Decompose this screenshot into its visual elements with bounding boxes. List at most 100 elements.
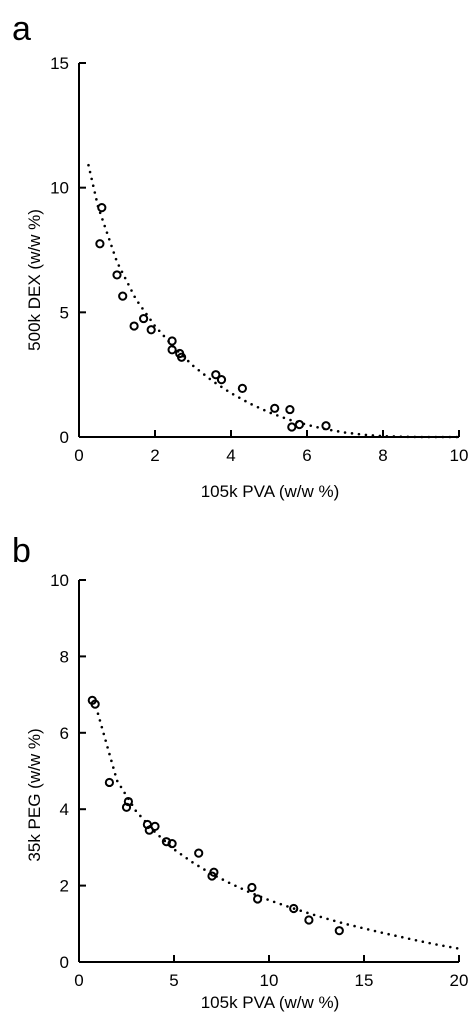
fit-dot [420, 435, 424, 439]
fit-dot [203, 868, 206, 871]
y-tick-label: 15 [50, 54, 69, 73]
fit-dot [366, 928, 370, 931]
fit-dot [162, 334, 166, 338]
x-tick-label: 10 [450, 446, 469, 465]
fit-dot [240, 887, 244, 890]
fit-dot [98, 719, 102, 722]
fit-dot [385, 434, 389, 438]
fit-dot [282, 416, 286, 420]
x-tick-label: 15 [355, 971, 374, 990]
y-tick-label: 0 [60, 428, 69, 447]
fit-dot [373, 929, 377, 933]
fit-dot [256, 405, 260, 409]
data-point [123, 796, 133, 807]
fit-dot [91, 184, 95, 187]
fit-dot [197, 368, 201, 372]
fit-dot [101, 218, 104, 221]
data-point [216, 375, 227, 385]
fit-dot [434, 435, 438, 439]
x-tick-label: 4 [226, 446, 235, 465]
fit-dot [100, 725, 104, 729]
data-point [150, 821, 160, 831]
fit-dot [413, 435, 417, 439]
x-tick-label: 5 [169, 971, 178, 990]
data-point [104, 777, 115, 788]
fit-dot [400, 935, 404, 939]
fit-dot [346, 923, 350, 926]
fit-dot [112, 251, 116, 254]
fit-dot [421, 940, 425, 944]
fit-dot [441, 435, 445, 439]
panel-b-ylabel: 35k PEG (w/w %) [25, 728, 44, 861]
fit-dot [119, 785, 123, 789]
fit-dot [221, 878, 225, 881]
fit-dot [378, 434, 382, 438]
fit-dot [90, 177, 93, 181]
fit-dot [406, 435, 410, 439]
fit-dot [336, 430, 340, 433]
x-tick-label: 8 [378, 446, 387, 465]
fit-dot [208, 377, 212, 381]
fit-dot [197, 864, 200, 868]
y-tick-label: 2 [60, 877, 69, 896]
data-point [129, 321, 139, 331]
fit-dot [98, 211, 102, 215]
fit-dot [299, 909, 303, 913]
fit-dot [364, 433, 368, 437]
fit-dot [380, 931, 384, 934]
fit-dot [149, 318, 152, 322]
data-point [287, 422, 297, 432]
fit-dot [339, 921, 343, 924]
fit-dot [141, 307, 144, 310]
x-tick-label: 0 [74, 446, 83, 465]
y-tick-label: 6 [60, 724, 69, 743]
fit-dot [114, 257, 118, 261]
fit-dot [360, 926, 363, 930]
fit-dot [357, 432, 361, 436]
y-tick-label: 10 [50, 571, 69, 590]
fit-dot [319, 915, 323, 919]
panel-a: a 500k DEX (w/w %) 105k PVA (w/w %) 0 5 10… [12, 10, 468, 501]
x-tick-label: 6 [302, 446, 311, 465]
data-point [270, 403, 280, 413]
fit-dot [253, 893, 256, 896]
fit-dot [394, 934, 397, 938]
fit-dot [214, 381, 217, 385]
fit-dot [428, 941, 431, 945]
data-point [289, 903, 299, 914]
data-point [285, 404, 295, 415]
fit-dot [442, 944, 445, 948]
fit-dot [157, 329, 161, 333]
fit-dot [306, 911, 309, 915]
fit-dot [231, 393, 235, 396]
y-tick-label: 5 [60, 303, 69, 322]
fit-dot [329, 428, 333, 432]
data-point [112, 270, 122, 280]
fit-dot [237, 396, 241, 399]
data-point [167, 838, 177, 849]
fit-dot [113, 772, 117, 776]
data-point [167, 336, 177, 346]
fit-dot [191, 860, 194, 864]
fit-dot [263, 408, 266, 412]
data-point [194, 848, 204, 858]
fit-dot [110, 759, 113, 763]
fit-dot [435, 943, 438, 946]
data-point [209, 867, 219, 877]
panel-b-data-points [87, 695, 344, 936]
panel-a-ylabel: 500k DEX (w/w %) [25, 209, 44, 351]
fit-dot [353, 924, 356, 928]
fit-dot [96, 712, 100, 715]
fit-dot [427, 435, 431, 439]
panel-a-xlabel: 105k PVA (w/w %) [201, 482, 340, 501]
data-point [294, 419, 304, 430]
fit-dot [292, 907, 296, 910]
data-point [177, 352, 187, 362]
fit-dot [191, 364, 195, 368]
fit-dot [455, 435, 459, 439]
fit-dot [104, 739, 107, 742]
x-tick-label: 2 [150, 446, 159, 465]
x-tick-label: 0 [74, 971, 83, 990]
fit-dot [108, 752, 111, 756]
